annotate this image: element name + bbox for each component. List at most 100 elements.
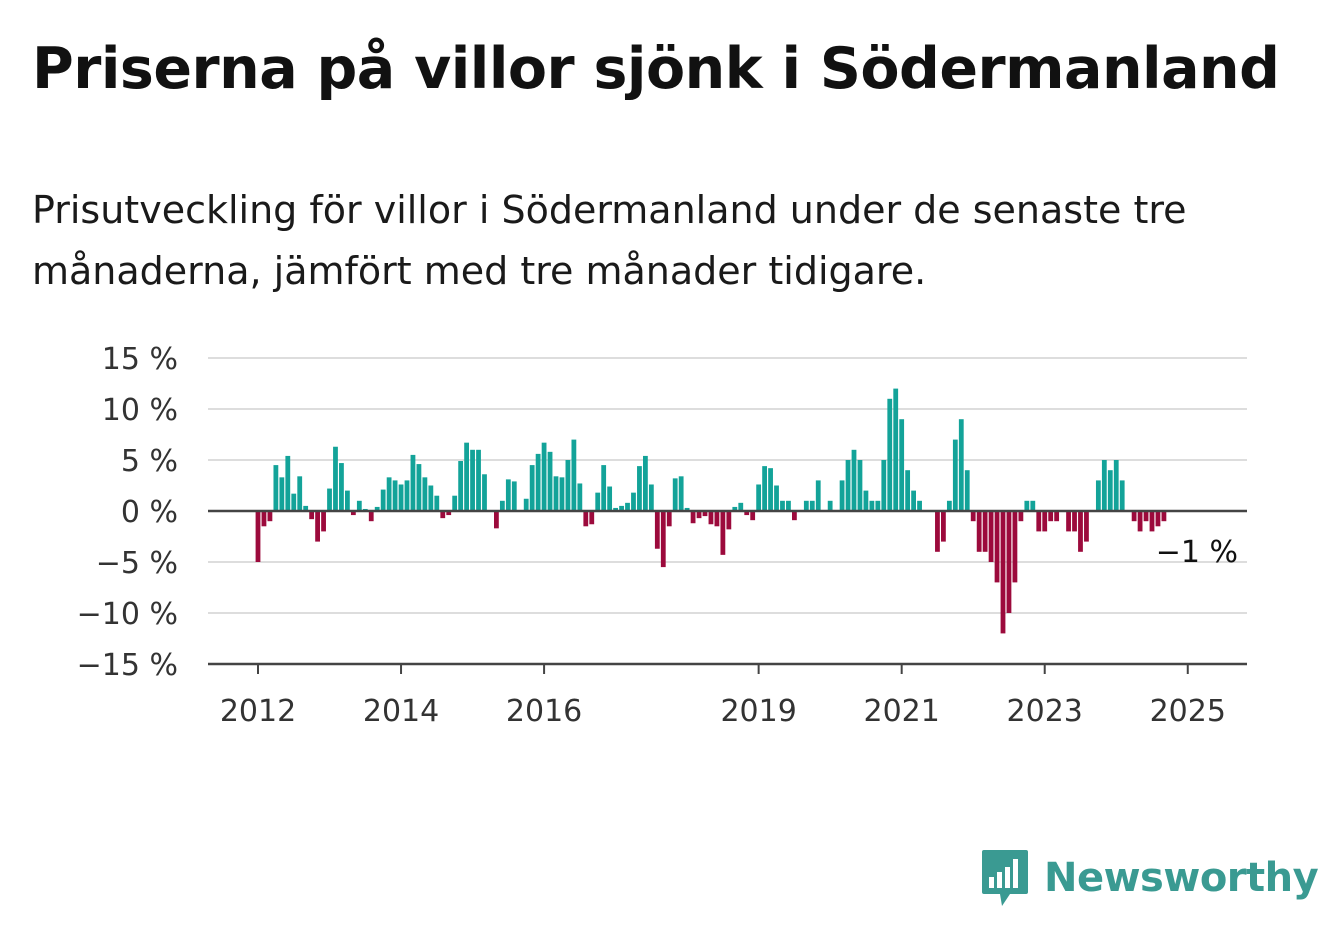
y-tick-label: −10 % xyxy=(77,597,178,632)
bar xyxy=(315,511,320,542)
bar xyxy=(1000,511,1006,634)
bar xyxy=(625,502,630,511)
bar xyxy=(672,478,678,511)
bar xyxy=(893,388,899,511)
bar xyxy=(952,439,958,511)
y-tick-label: 15 % xyxy=(102,342,178,377)
bar xyxy=(881,460,887,511)
axes xyxy=(208,509,1247,666)
bar xyxy=(708,511,714,525)
bar xyxy=(1072,511,1077,532)
bar xyxy=(786,500,791,511)
bar xyxy=(1161,511,1167,522)
bar xyxy=(446,511,452,516)
bar xyxy=(1084,511,1089,542)
bar xyxy=(321,511,326,532)
bar xyxy=(601,465,607,511)
bar xyxy=(619,505,624,511)
bar xyxy=(1143,511,1149,522)
x-tick-label: 2019 xyxy=(720,694,796,729)
x-axis-ticks: 2012 2014 2016 2019 2021 2023 2025 xyxy=(220,664,1226,729)
last-value-label: −1 % xyxy=(1156,535,1238,570)
bar xyxy=(374,506,380,511)
bar xyxy=(452,495,458,511)
bar xyxy=(631,492,636,511)
bar xyxy=(1012,511,1018,583)
bar xyxy=(422,477,428,511)
bar xyxy=(648,484,654,511)
bar xyxy=(392,480,398,511)
bar xyxy=(845,460,851,511)
bar xyxy=(1048,511,1054,522)
bar xyxy=(571,439,577,511)
bar xyxy=(887,398,893,511)
bar xyxy=(1042,511,1048,532)
bars xyxy=(255,388,1167,634)
bar xyxy=(732,506,738,511)
bar xyxy=(1036,511,1042,532)
bar xyxy=(941,511,946,542)
bar xyxy=(863,490,869,511)
bar xyxy=(935,511,940,552)
bar xyxy=(982,511,988,552)
bar xyxy=(333,446,338,511)
bar xyxy=(368,511,374,522)
bar xyxy=(285,455,291,511)
bar xyxy=(476,449,481,511)
bar xyxy=(261,511,267,527)
bar xyxy=(1006,511,1012,613)
bar xyxy=(827,500,833,511)
bar xyxy=(583,511,589,527)
bar xyxy=(684,507,690,511)
bar xyxy=(1131,511,1137,522)
bar xyxy=(714,511,720,527)
bar xyxy=(440,511,446,519)
bar xyxy=(839,480,845,511)
bar xyxy=(905,470,911,511)
bar xyxy=(815,480,821,511)
bar xyxy=(792,511,797,521)
x-tick-label: 2025 xyxy=(1150,694,1226,729)
bar xyxy=(565,460,571,511)
newsworthy-logo: Newsworthy xyxy=(980,848,1319,908)
bar xyxy=(1095,480,1101,511)
bar xyxy=(303,505,309,511)
bar xyxy=(946,500,952,511)
bar xyxy=(976,511,982,552)
bar xyxy=(404,480,410,511)
bar xyxy=(380,489,386,511)
bar xyxy=(726,511,732,530)
bar xyxy=(1155,511,1161,527)
bar xyxy=(499,500,505,511)
bar xyxy=(416,464,422,511)
bar xyxy=(529,465,535,511)
bar xyxy=(660,511,666,568)
chart-title: Priserna på villor sjönk i Södermanland xyxy=(32,36,1280,102)
x-tick-label: 2014 xyxy=(363,694,439,729)
bar xyxy=(577,483,583,511)
bar xyxy=(541,442,547,511)
bar xyxy=(738,502,744,511)
bar xyxy=(386,477,392,511)
y-axis-ticks: 15 % 10 % 5 % 0 % −5 % −10 % −15 % xyxy=(77,342,178,683)
chart-subtitle: Prisutveckling för villor i Södermanland… xyxy=(32,188,1187,293)
bar xyxy=(988,511,994,562)
bar xyxy=(702,511,708,517)
bar xyxy=(1101,460,1107,511)
bar xyxy=(350,511,356,516)
bar xyxy=(1066,511,1071,532)
bar xyxy=(559,477,565,511)
bar xyxy=(1149,511,1155,532)
bar xyxy=(494,511,499,529)
y-tick-label: −5 % xyxy=(96,546,178,581)
x-tick-label: 2016 xyxy=(506,694,582,729)
bar xyxy=(994,511,1000,583)
bar xyxy=(851,449,857,511)
bar xyxy=(875,500,881,511)
bar xyxy=(666,511,672,527)
bar xyxy=(523,498,529,511)
bar xyxy=(911,490,916,511)
bar xyxy=(1024,500,1030,511)
bar xyxy=(398,484,404,511)
x-tick-label: 2012 xyxy=(220,694,296,729)
